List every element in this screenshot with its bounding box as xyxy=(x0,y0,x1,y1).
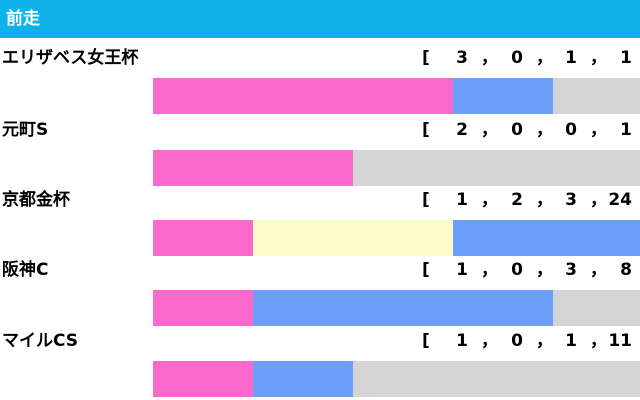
record-bracket: [ xyxy=(422,260,430,280)
record-separator: ， xyxy=(590,120,607,140)
record-bar xyxy=(153,78,640,114)
race-name: 京都金杯 xyxy=(2,190,70,210)
record-count-4: 8 xyxy=(620,260,632,280)
header-title: 前走 xyxy=(6,9,40,29)
record-separator: ， xyxy=(481,48,498,68)
record-separator: ， xyxy=(481,190,498,210)
record-bar xyxy=(153,361,640,397)
record-count-2: 2 xyxy=(511,190,523,210)
record-bracket: [ xyxy=(422,120,430,140)
record-separator: ， xyxy=(590,260,607,280)
record-separator: ， xyxy=(481,120,498,140)
record-count-2: 0 xyxy=(511,331,523,351)
record-bracket: [ xyxy=(422,331,430,351)
record-separator: ， xyxy=(536,190,553,210)
record-bar xyxy=(153,220,640,256)
record-count-1: 1 xyxy=(456,190,468,210)
bar-segment-first xyxy=(153,78,453,114)
bar-segment-first xyxy=(153,150,353,186)
record-count-3: 3 xyxy=(565,260,577,280)
record-separator: ， xyxy=(481,331,498,351)
record-separator: ， xyxy=(590,190,607,210)
record-count-2: 0 xyxy=(511,120,523,140)
record-count-4: 24 xyxy=(608,190,632,210)
record-count-4: 1 xyxy=(620,120,632,140)
record-count-4: 11 xyxy=(608,331,632,351)
race-name: 阪神C xyxy=(2,260,49,280)
record-count-1: 1 xyxy=(456,331,468,351)
race-name: 元町S xyxy=(2,120,49,140)
bar-segment-first xyxy=(153,361,253,397)
record-bracket: [ xyxy=(422,48,430,68)
bar-segment-third xyxy=(253,361,353,397)
record-count-3: 0 xyxy=(565,120,577,140)
bar-segment-other xyxy=(353,150,640,186)
record-count-1: 1 xyxy=(456,260,468,280)
record-bracket: [ xyxy=(422,190,430,210)
bar-segment-second xyxy=(253,220,453,256)
record-bar xyxy=(153,290,640,326)
record-bar xyxy=(153,150,640,186)
bar-segment-first xyxy=(153,290,253,326)
bar-segment-third xyxy=(453,78,553,114)
record-count-3: 3 xyxy=(565,190,577,210)
record-count-3: 1 xyxy=(565,331,577,351)
race-name: エリザベス女王杯 xyxy=(2,48,139,68)
record-separator: ， xyxy=(536,331,553,351)
bar-segment-other xyxy=(553,78,640,114)
record-separator: ， xyxy=(590,48,607,68)
bar-segment-first xyxy=(153,220,253,256)
record-count-4: 1 xyxy=(620,48,632,68)
record-separator: ， xyxy=(481,260,498,280)
record-count-2: 0 xyxy=(511,260,523,280)
bar-segment-third xyxy=(453,220,640,256)
record-separator: ， xyxy=(536,120,553,140)
record-count-3: 1 xyxy=(565,48,577,68)
race-name: マイルCS xyxy=(2,331,79,351)
record-count-1: 3 xyxy=(456,48,468,68)
header-bar: 前走 xyxy=(0,0,640,38)
bar-segment-third xyxy=(253,290,553,326)
record-count-1: 2 xyxy=(456,120,468,140)
record-separator: ， xyxy=(536,48,553,68)
record-count-2: 0 xyxy=(511,48,523,68)
bar-segment-other xyxy=(553,290,640,326)
record-separator: ， xyxy=(590,331,607,351)
bar-segment-other xyxy=(353,361,640,397)
record-separator: ， xyxy=(536,260,553,280)
